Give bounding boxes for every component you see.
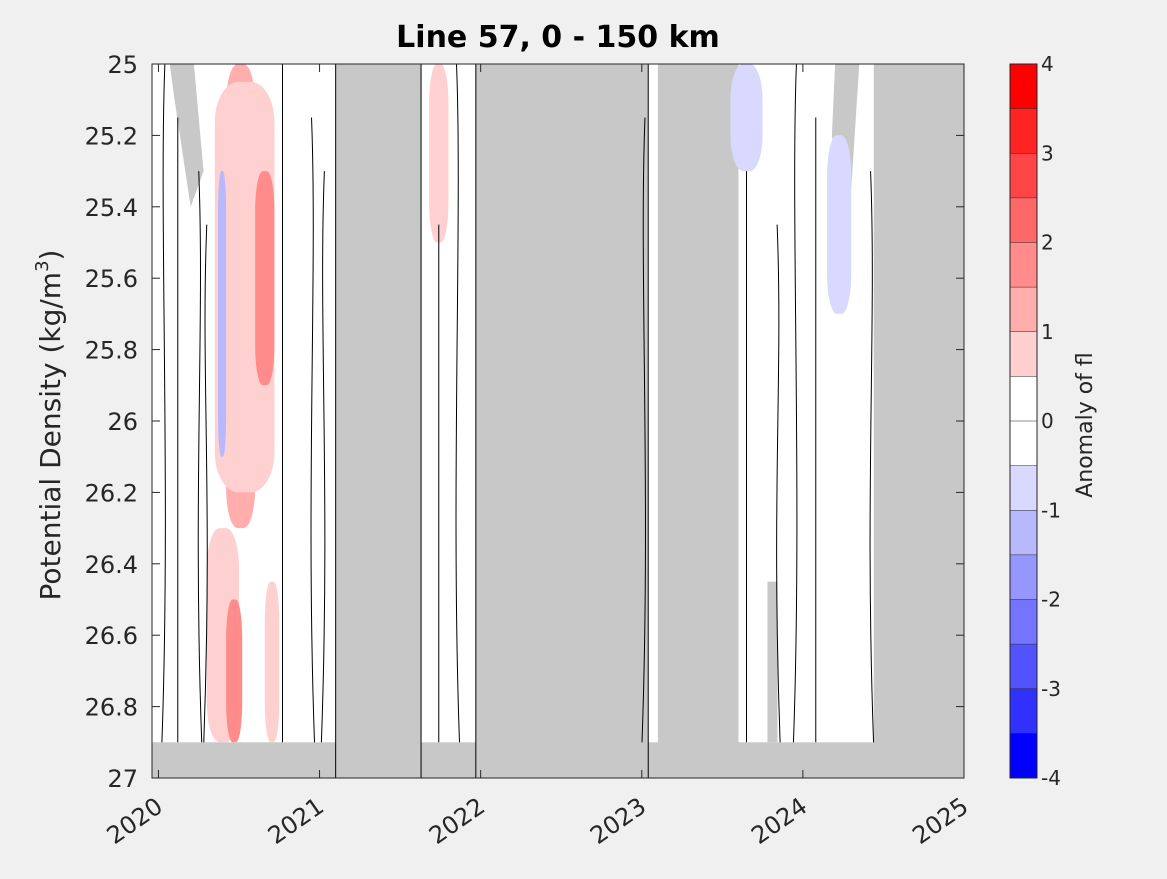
colorbar-segment (1010, 465, 1037, 511)
colorbar-segment (1010, 287, 1037, 332)
zero-contour-line (455, 63, 460, 743)
y-tick-label: 25.2 (85, 122, 138, 150)
x-tick-label: 2020 (102, 792, 168, 850)
plot-area (151, 63, 965, 779)
colorbar: 4 3 2 1 0 -1 -2 -3 -4 (1009, 52, 1061, 790)
no-data-region (873, 64, 964, 778)
zero-contour-line (641, 117, 646, 743)
colorbar-segment (1010, 733, 1037, 778)
y-tick-label: 25.8 (85, 337, 138, 365)
anomaly-layer (206, 64, 852, 743)
zero-contour-line (320, 171, 326, 743)
chart-title: Line 57, 0 - 150 km (396, 20, 720, 55)
contour-layer (161, 63, 875, 778)
colorbar-segment (1010, 331, 1037, 377)
colorbar-segment (1010, 376, 1037, 421)
colorbar-segment (1010, 421, 1037, 466)
colorbar-segment (1010, 64, 1037, 109)
anomaly-patch (264, 581, 280, 743)
colorbar-segment (1010, 242, 1037, 288)
anomaly-patch (429, 64, 449, 243)
colorbar-segment (1010, 644, 1037, 689)
zero-contour-line (197, 171, 203, 743)
y-axis-label-close: ) (34, 250, 67, 261)
anomaly-patch (226, 599, 243, 743)
y-axis-label: Potential Density (kg/m3) (32, 250, 67, 601)
anomaly-patch (255, 171, 275, 386)
colorbar-tick-label: 4 (1041, 52, 1054, 76)
colorbar-segment (1010, 510, 1037, 555)
anomaly-patch (827, 135, 852, 314)
x-tick-label: 2025 (907, 792, 973, 850)
colorbar-tick-label: -4 (1041, 766, 1061, 790)
y-tick-label: 27 (107, 765, 138, 793)
colorbar-segment (1010, 197, 1037, 243)
colorbar-tick-label: 1 (1041, 320, 1054, 344)
y-axis: 25 25.2 25.4 25.6 25.8 26 26.2 26.4 26.6 26.8 27 (85, 51, 964, 793)
colorbar-tick-label: 3 (1041, 141, 1054, 165)
y-tick-label: 26 (107, 408, 138, 436)
colorbar-tick-label: 2 (1041, 231, 1054, 255)
colorbar-tick-label: -1 (1041, 498, 1061, 522)
no-data-notch (169, 64, 204, 207)
zero-contour-line (869, 171, 875, 743)
zero-contour-line (792, 63, 798, 743)
no-data-notch (767, 581, 778, 743)
colorbar-label: Anomaly of fl (1073, 352, 1098, 498)
y-axis-label-main: Potential Density (kg/m (34, 272, 67, 601)
zero-contour-line (161, 63, 166, 743)
no-data-region (657, 64, 739, 778)
y-tick-label: 26.2 (85, 479, 138, 507)
anomaly-patch (730, 64, 763, 172)
y-tick-label: 25.6 (85, 265, 138, 293)
y-tick-label: 25.4 (85, 194, 138, 222)
no-data-bottom (152, 742, 964, 778)
no-data-region (335, 64, 422, 778)
y-tick-label: 25 (107, 51, 138, 79)
y-tick-label: 26.8 (85, 694, 138, 722)
no-data-region (475, 64, 649, 778)
x-tick-label: 2023 (585, 792, 651, 850)
colorbar-segment (1010, 108, 1037, 154)
colorbar-frame (1009, 63, 1038, 779)
no-data-layer (152, 64, 964, 778)
y-axis-label-superscript: 3 (32, 260, 53, 271)
colorbar-segment (1010, 153, 1037, 198)
x-tick-label: 2024 (746, 792, 812, 850)
zero-contour-line (310, 117, 315, 743)
x-tick-label: 2022 (424, 792, 490, 850)
colorbar-tick-label: 0 (1041, 409, 1054, 433)
colorbar-segment (1010, 554, 1037, 600)
zero-contour-line (203, 224, 208, 743)
anomaly-patch (218, 171, 227, 457)
zero-contour-line (776, 224, 781, 743)
y-tick-label: 26.4 (85, 551, 138, 579)
colorbar-tick-label: -2 (1041, 588, 1061, 612)
colorbar-segment (1010, 688, 1037, 734)
colorbar-segment (1010, 599, 1037, 645)
colorbar-tick-label: -3 (1041, 677, 1061, 701)
y-tick-label: 26.6 (85, 622, 138, 650)
x-tick-label: 2021 (263, 792, 329, 850)
